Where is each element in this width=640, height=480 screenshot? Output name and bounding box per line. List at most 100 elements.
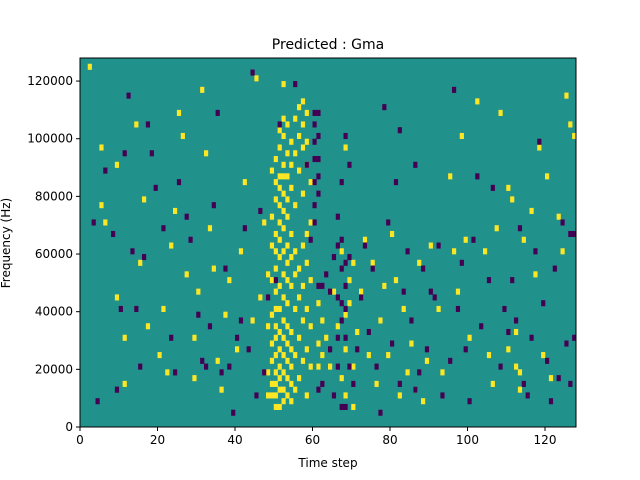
heatmap-cell-high [277, 375, 282, 382]
heatmap-cell-low [498, 363, 503, 370]
heatmap-cell-high [300, 282, 306, 289]
x-tick-label: 80 [382, 433, 397, 447]
heatmap-cell-low [537, 138, 542, 145]
heatmap-cell-high [242, 179, 247, 186]
heatmap-cell-low [335, 242, 340, 249]
heatmap-cell-low [343, 305, 348, 312]
heatmap-cell-high [300, 242, 306, 249]
heatmap-cell-low [320, 380, 325, 387]
heatmap-cell-low [235, 334, 240, 341]
heatmap-cell-high [293, 115, 298, 122]
heatmap-cell-high [122, 380, 127, 387]
heatmap-cell-high [304, 138, 309, 145]
chart-title: Predicted : Gma [272, 37, 384, 53]
heatmap-cell-high [289, 398, 294, 405]
heatmap-cell-low [134, 305, 139, 312]
heatmap-cell-high [281, 81, 286, 88]
heatmap-cell-low [145, 121, 151, 128]
heatmap-cell-low [548, 398, 554, 405]
heatmap-cell-low [238, 317, 244, 324]
heatmap-cell-low [169, 334, 174, 341]
heatmap-cell-high [277, 282, 282, 289]
heatmap-cell-high [285, 300, 290, 307]
heatmap-cell-high [285, 323, 290, 330]
heatmap-cell-low [320, 282, 325, 289]
heatmap-cell-high [285, 121, 290, 128]
heatmap-cell-low [421, 265, 426, 272]
heatmap-cell-high [285, 277, 290, 284]
heatmap-cell-high [343, 144, 348, 151]
heatmap-cell-low [413, 161, 418, 168]
heatmap-cell-high [273, 248, 278, 255]
y-tick-label: 40000 [35, 305, 73, 319]
heatmap-cell-low [339, 403, 344, 411]
heatmap-cell-low [424, 346, 430, 353]
heatmap-cell-low [510, 277, 515, 284]
heatmap-cell-high [455, 288, 461, 295]
heatmap-cell-high [297, 294, 302, 301]
heatmap-cell-high [343, 392, 348, 399]
heatmap-cell-high [289, 254, 294, 261]
heatmap-high-cells [87, 63, 577, 411]
heatmap-cell-low [529, 334, 534, 341]
heatmap-cell-low [223, 265, 228, 272]
heatmap-cell-high [424, 357, 430, 364]
heatmap-cell-low [455, 305, 461, 312]
heatmap-cell-high [390, 230, 395, 238]
heatmap-cell-low [355, 346, 360, 353]
heatmap-cell-high [297, 265, 302, 272]
heatmap-cell-high [545, 173, 550, 180]
x-axis-label: Time step [297, 456, 357, 470]
heatmap-cell-low [397, 127, 402, 134]
heatmap-cell-low [378, 409, 383, 416]
heatmap-cell-low [200, 357, 205, 364]
heatmap-cell-high [304, 230, 309, 238]
heatmap-cell-low [316, 132, 321, 140]
heatmap-cell-high [269, 311, 275, 318]
heatmap-cell-high [99, 144, 104, 151]
heatmap-cell-high [99, 202, 104, 209]
heatmap-low-cells [91, 69, 577, 416]
heatmap-cell-high [165, 369, 170, 376]
heatmap-cell-high [238, 248, 244, 255]
heatmap-cell-high [87, 63, 92, 70]
heatmap-cell-low [347, 363, 352, 370]
heatmap-cell-high [347, 277, 352, 284]
heatmap-cell-high [572, 132, 577, 140]
heatmap-cell-high [273, 305, 278, 312]
heatmap-cell-low [521, 380, 526, 387]
heatmap-cell-high [277, 403, 282, 411]
heatmap-cell-low [335, 294, 340, 301]
heatmap-cell-high [304, 259, 309, 266]
y-tick-label: 80000 [35, 189, 73, 203]
heatmap-cell-low [572, 230, 577, 238]
heatmap-cell-low [463, 346, 468, 353]
heatmap-cell-high [285, 150, 290, 157]
heatmap-cell-high [529, 207, 534, 214]
heatmap-cell-high [103, 219, 108, 226]
heatmap-cell-high [281, 173, 286, 180]
heatmap-cell-low [409, 317, 414, 324]
heatmap-cell-high [219, 386, 224, 393]
heatmap-cell-low [254, 392, 259, 399]
heatmap-cell-low [413, 386, 418, 393]
heatmap-cell-low [142, 254, 147, 261]
heatmap-cell-low [173, 369, 178, 376]
heatmap-cell-low [304, 161, 309, 168]
heatmap-cell-low [114, 386, 120, 393]
heatmap-cell-high [277, 386, 282, 393]
heatmap-cell-high [269, 392, 275, 399]
heatmap-cell-low [118, 305, 123, 312]
heatmap-cell-high [541, 352, 546, 359]
heatmap-cell-low [215, 109, 220, 116]
heatmap-cell-high [281, 207, 286, 214]
heatmap-cell-high [285, 375, 290, 382]
heatmap-cell-low [312, 202, 317, 209]
heatmap-cell-low [312, 109, 317, 116]
heatmap-cell-low [95, 398, 100, 405]
heatmap-cell-high [122, 334, 127, 341]
heatmap-cell-low [432, 294, 437, 301]
y-tick-label: 120000 [27, 74, 73, 88]
heatmap-cell-high [273, 230, 278, 238]
